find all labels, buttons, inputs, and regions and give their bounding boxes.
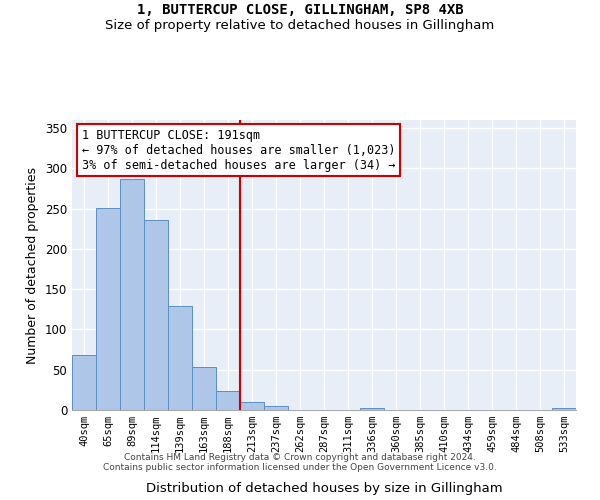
- Text: Contains HM Land Registry data © Crown copyright and database right 2024.
Contai: Contains HM Land Registry data © Crown c…: [103, 452, 497, 472]
- Bar: [144, 220, 168, 410]
- Bar: [240, 402, 264, 410]
- Bar: [552, 408, 576, 410]
- Bar: [216, 390, 240, 410]
- Bar: [192, 368, 216, 410]
- Bar: [72, 355, 96, 410]
- Bar: [360, 408, 384, 410]
- Text: Size of property relative to detached houses in Gillingham: Size of property relative to detached ho…: [106, 18, 494, 32]
- Text: 1 BUTTERCUP CLOSE: 191sqm
← 97% of detached houses are smaller (1,023)
3% of sem: 1 BUTTERCUP CLOSE: 191sqm ← 97% of detac…: [82, 128, 395, 172]
- Text: Distribution of detached houses by size in Gillingham: Distribution of detached houses by size …: [146, 482, 502, 495]
- Y-axis label: Number of detached properties: Number of detached properties: [26, 166, 40, 364]
- Bar: [168, 306, 192, 410]
- Bar: [96, 208, 120, 410]
- Text: 1, BUTTERCUP CLOSE, GILLINGHAM, SP8 4XB: 1, BUTTERCUP CLOSE, GILLINGHAM, SP8 4XB: [137, 2, 463, 16]
- Bar: [120, 179, 144, 410]
- Bar: [264, 406, 288, 410]
